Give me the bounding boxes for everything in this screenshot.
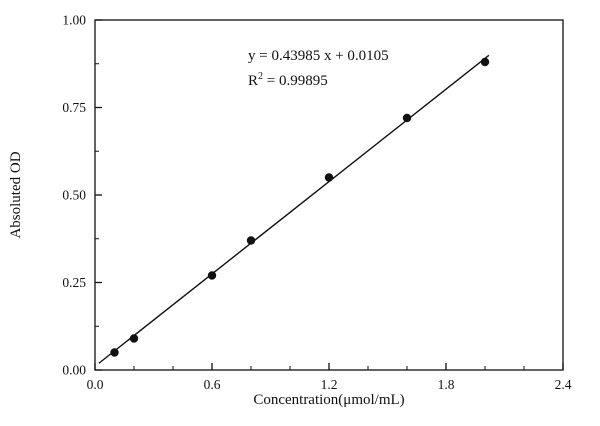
x-tick-label: 1.2: [321, 377, 338, 392]
y-tick-label: 1.00: [62, 13, 86, 28]
data-point: [324, 173, 334, 182]
fit-annotation: y = 0.43985 x + 0.0105 R2 = 0.99895: [248, 44, 389, 94]
data-point: [110, 348, 119, 357]
fit-r-squared-text: R2 = 0.99895: [248, 69, 389, 94]
x-tick-label: 1.8: [438, 377, 455, 392]
y-axis-label: Absoluted OD: [8, 151, 24, 239]
r-squared-value: = 0.99895: [263, 72, 328, 89]
x-tick-label: 0.6: [204, 377, 221, 392]
data-point: [480, 57, 490, 67]
x-tick-label: 0.0: [87, 377, 104, 392]
r-squared-exponent: 2: [258, 70, 264, 82]
y-tick-label: 0.00: [62, 363, 86, 378]
y-tick-label: 0.50: [62, 188, 86, 203]
data-point: [207, 271, 217, 280]
y-tick-label: 0.25: [62, 275, 86, 290]
data-point: [402, 113, 412, 123]
data-point: [246, 236, 256, 245]
r-squared-prefix: R: [248, 72, 259, 89]
x-axis-label: Concentration(μmol/mL): [253, 392, 405, 408]
fit-line: [98, 54, 490, 364]
fit-equation-text: y = 0.43985 x + 0.0105: [248, 48, 389, 64]
data-point: [129, 334, 139, 343]
y-tick-label: 0.75: [62, 100, 86, 115]
x-tick-label: 2.4: [555, 377, 572, 392]
